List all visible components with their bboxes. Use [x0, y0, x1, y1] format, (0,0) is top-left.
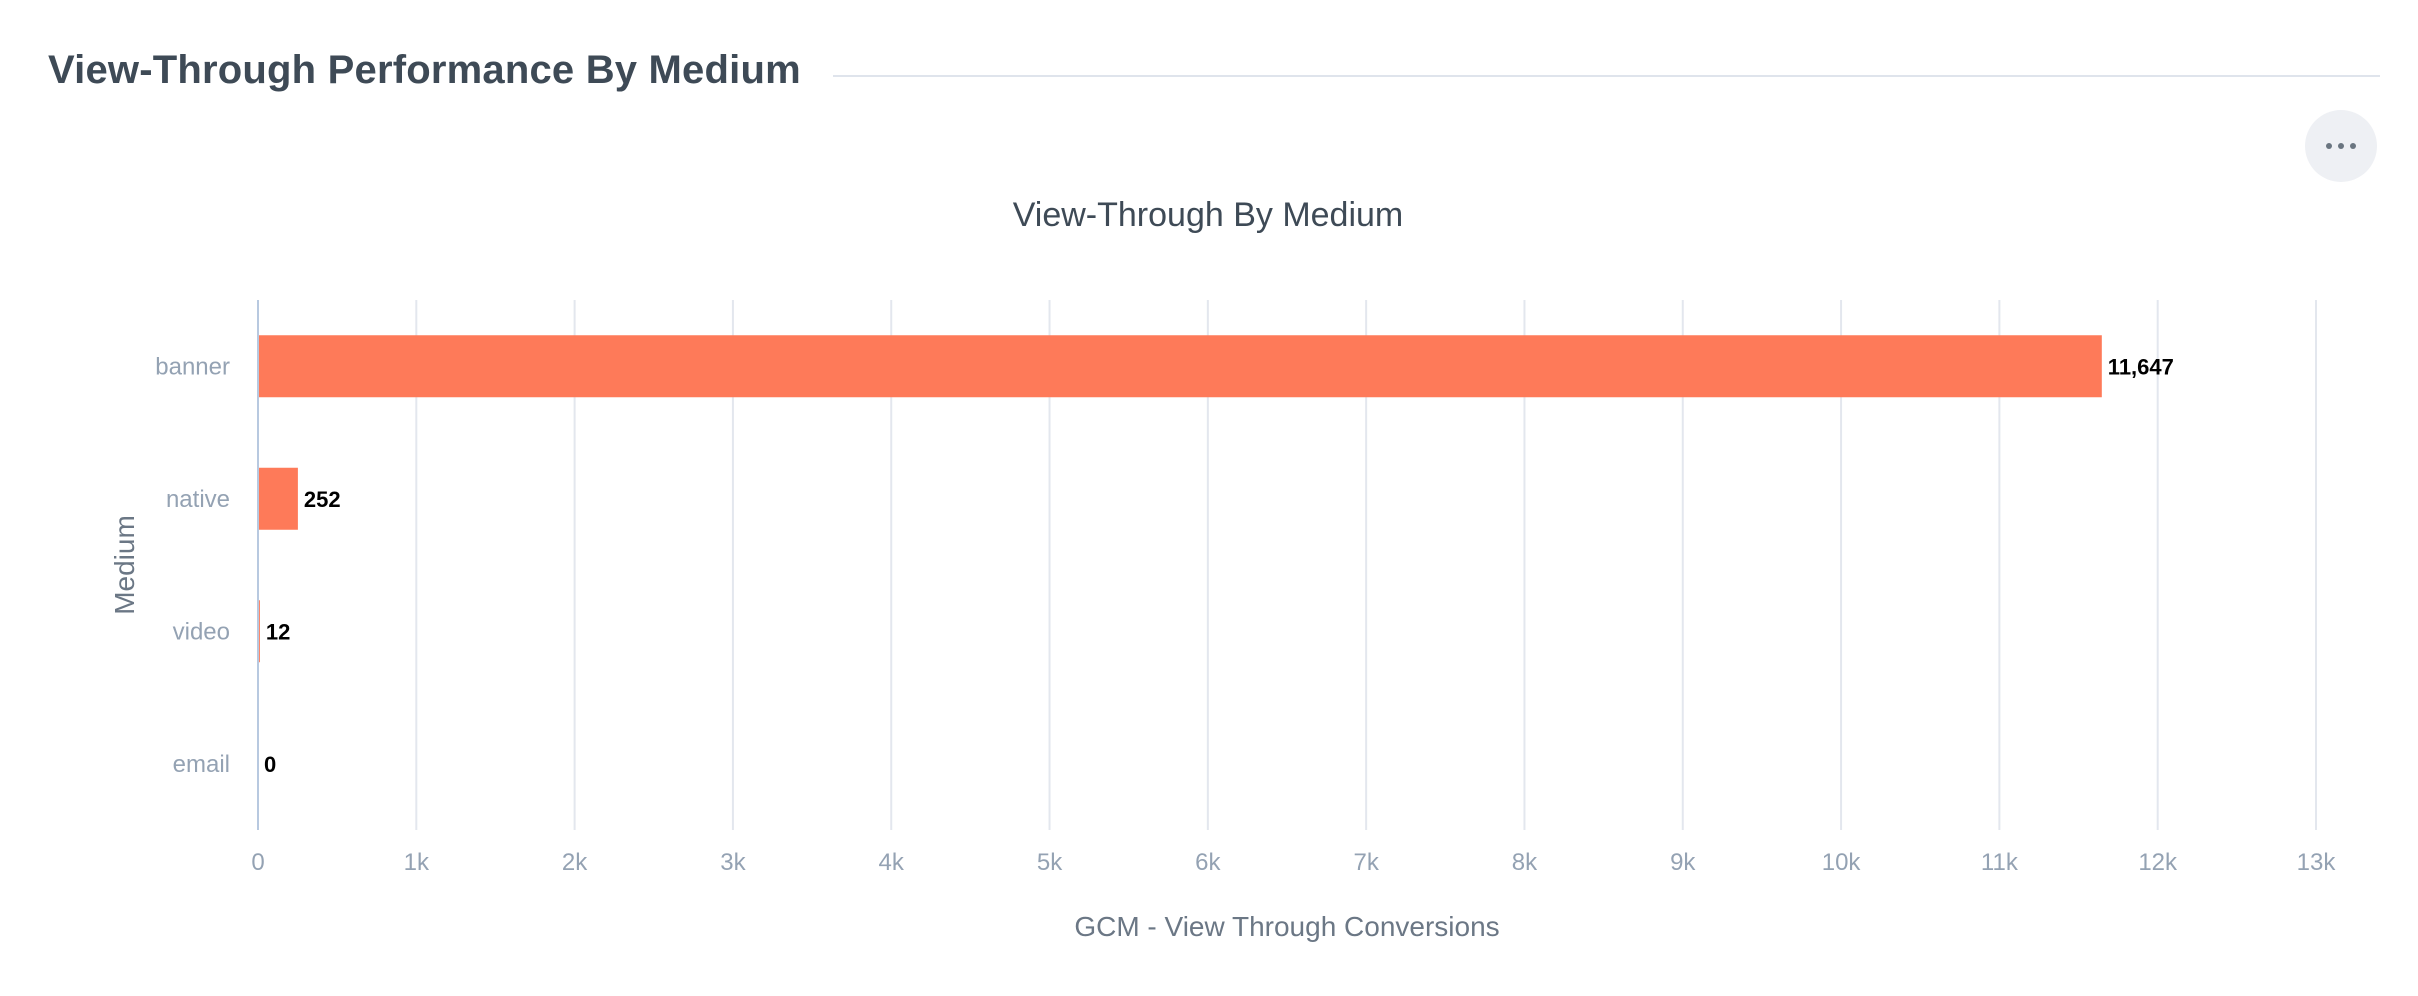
chart-title: View-Through By Medium [1013, 196, 1404, 234]
bar-native [258, 467, 298, 530]
bar-banner [258, 335, 2102, 398]
ellipsis-icon [2326, 143, 2356, 149]
bars [258, 335, 2102, 663]
x-tick-label: 5k [1037, 849, 1063, 876]
y-axis-title: Medium [109, 515, 140, 615]
y-category-label: banner [155, 353, 230, 380]
chart-options-button[interactable] [2305, 110, 2377, 182]
x-tick-label: 0 [251, 849, 264, 876]
section-title: View-Through Performance By Medium [48, 48, 801, 92]
x-tick-label: 12k [2138, 849, 2178, 876]
x-tick-label: 1k [404, 849, 430, 876]
x-tick-label: 6k [1195, 849, 1221, 876]
data-label: 12 [266, 619, 290, 644]
x-tick-label: 11k [1981, 849, 2019, 876]
x-tick-label: 10k [1822, 849, 1862, 876]
y-category-label: native [166, 486, 230, 513]
labels: View-Through By Medium 0 1k 2k 3k 4k 5k 6k 7k 8k 9… [109, 196, 2336, 942]
x-tick-label: 3k [720, 849, 746, 876]
x-tick-label: 4k [879, 849, 905, 876]
x-tick-label: 7k [1353, 849, 1379, 876]
y-category-label: email [173, 751, 230, 778]
x-tick-label: 8k [1512, 849, 1538, 876]
x-tick-label: 9k [1670, 849, 1696, 876]
section-header: View-Through Performance By Medium [0, 0, 2418, 120]
data-label: 252 [304, 487, 341, 512]
x-axis-title: GCM - View Through Conversions [1074, 911, 1499, 942]
header-divider [833, 75, 2380, 77]
x-tick-label: 2k [562, 849, 588, 876]
data-label: 0 [264, 752, 276, 777]
chart: View-Through By Medium 0 1k 2k 3k 4k 5k 6k 7k 8k 9… [109, 196, 2336, 942]
y-category-label: video [173, 618, 230, 645]
data-label: 11,647 [2108, 354, 2174, 379]
x-tick-label: 13k [2297, 849, 2337, 876]
